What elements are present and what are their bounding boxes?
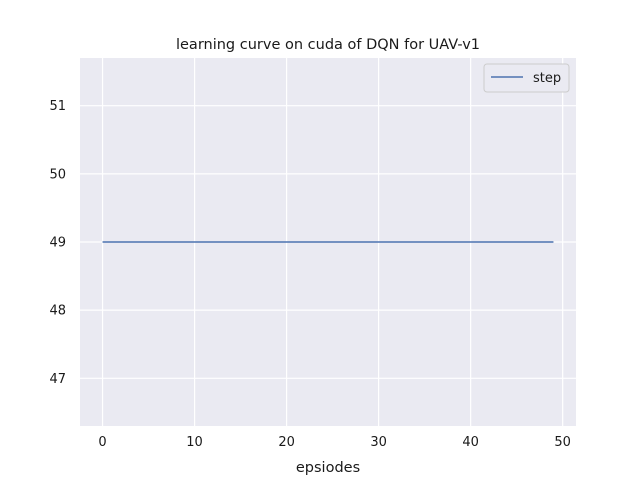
y-tick-label: 49 — [49, 236, 66, 251]
x-tick-label: 40 — [462, 435, 479, 450]
x-tick-label: 20 — [278, 435, 295, 450]
legend-label-step: step — [533, 71, 561, 86]
x-tick-labels: 0 10 20 30 40 50 — [98, 435, 571, 450]
x-tick-label: 0 — [98, 435, 106, 450]
y-tick-label: 48 — [49, 304, 66, 319]
x-tick-label: 30 — [370, 435, 387, 450]
y-tick-labels: 47 48 49 50 51 — [49, 99, 66, 387]
legend-box — [483, 63, 570, 93]
x-tick-label: 10 — [186, 435, 203, 450]
y-tick-label: 47 — [49, 372, 66, 387]
chart-title: learning curve on cuda of DQN for UAV-v1 — [176, 37, 480, 53]
x-tick-label: 50 — [554, 435, 571, 450]
legend: step — [483, 63, 570, 93]
y-tick-label: 50 — [49, 167, 66, 182]
y-tick-label: 51 — [49, 99, 66, 114]
x-axis-label: epsiodes — [296, 460, 360, 476]
